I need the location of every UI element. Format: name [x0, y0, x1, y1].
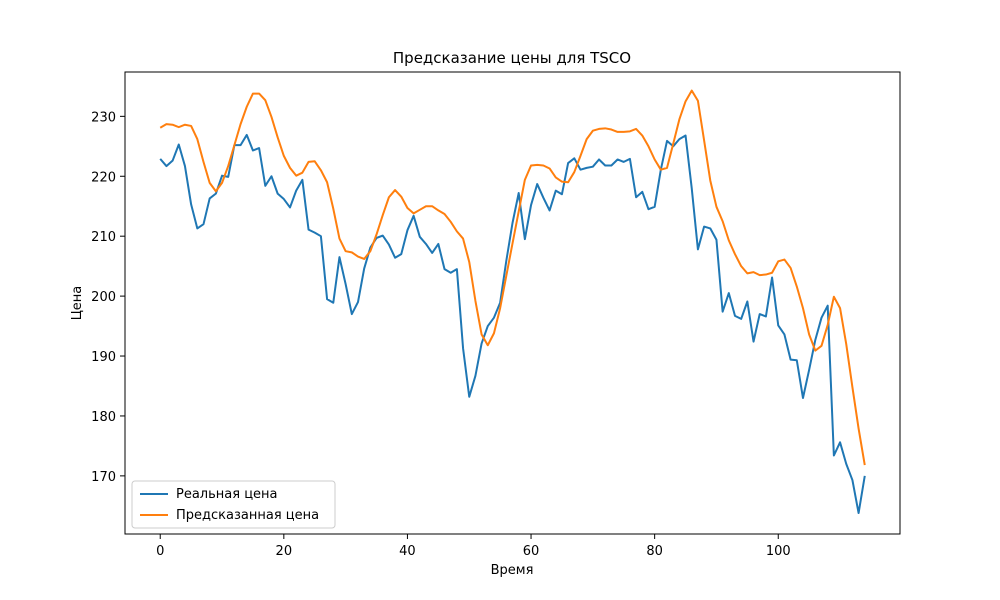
- y-axis-ticks: 170 180 190 200 210 220 230: [91, 110, 125, 485]
- y-axis-title: Цена: [70, 286, 85, 321]
- legend-label-real: Реальная цена: [176, 487, 278, 502]
- legend-label-predicted: Предсказанная цена: [176, 508, 319, 523]
- plot-frame: [124, 71, 901, 535]
- x-axis-title: Время: [491, 563, 534, 578]
- y-tick-label: 200: [91, 290, 116, 305]
- x-tick-label: 0: [156, 544, 164, 559]
- x-tick-label: 80: [646, 544, 663, 559]
- y-tick-label: 220: [91, 170, 116, 185]
- y-tick-label: 210: [91, 230, 116, 245]
- legend-box: [131, 480, 336, 529]
- series-line-real: [159, 133, 866, 515]
- y-tick-label: 170: [91, 470, 116, 485]
- y-tick-label: 190: [91, 350, 116, 365]
- y-tick-label: 230: [91, 110, 116, 125]
- chart-title: Предсказание цены для TSCO: [393, 49, 631, 67]
- x-tick-label: 100: [766, 544, 791, 559]
- x-tick-label: 60: [523, 544, 540, 559]
- x-tick-label: 40: [399, 544, 416, 559]
- x-axis-ticks: 0 20 40 60 80 100: [156, 534, 791, 559]
- legend: Реальная цена Предсказанная цена: [131, 480, 336, 529]
- y-tick-label: 180: [91, 410, 116, 425]
- series-line-predicted: [159, 89, 866, 466]
- series-lines: [159, 89, 866, 515]
- x-tick-label: 20: [276, 544, 293, 559]
